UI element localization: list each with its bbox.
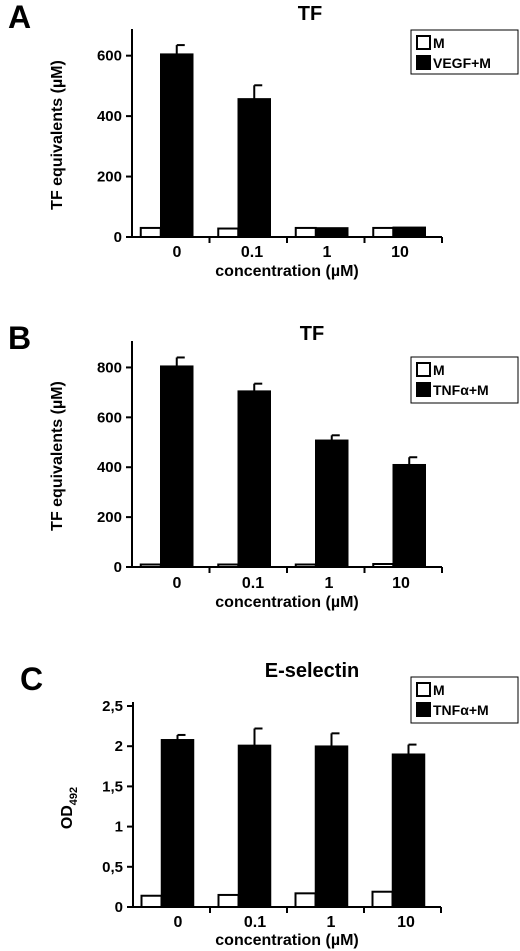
- bar-m: [294, 226, 317, 239]
- chart-panel-a: A TF 0 200 400 600 0 0.1 1 10 concentration (µM) TF…: [8, 0, 519, 280]
- y-axis-title: TF equivalents (µM): [49, 60, 66, 210]
- bar-treated: [160, 739, 195, 908]
- x-tick-label: 0: [173, 244, 182, 261]
- panel-letter: A: [8, 0, 31, 35]
- legend-swatch: [416, 702, 431, 717]
- bar-treated: [391, 753, 426, 908]
- bar-m: [217, 893, 240, 909]
- y-tick-label: 2,5: [102, 698, 123, 715]
- bar-treated: [392, 463, 426, 568]
- y-tick-label: 600: [97, 409, 122, 426]
- y-tick-label: 0: [114, 559, 122, 576]
- y-tick-label: 200: [97, 169, 122, 186]
- bar-m: [294, 563, 317, 568]
- y-tick-label: 800: [97, 359, 122, 376]
- legend-swatch: [416, 55, 431, 70]
- legend-swatch: [416, 382, 431, 397]
- legend-swatch: [416, 682, 431, 697]
- y-tick-label: 400: [97, 108, 122, 125]
- y-tick-label: 0: [115, 899, 123, 916]
- x-tick-label: 10: [392, 575, 410, 592]
- bar-m: [294, 892, 317, 908]
- legend-label: M: [433, 35, 445, 51]
- bar-treated: [315, 227, 349, 238]
- x-tick-label: 0.1: [242, 575, 264, 592]
- bar-treated: [237, 98, 271, 238]
- y-tick-label: 0,5: [102, 859, 123, 876]
- chart-title: E-selectin: [265, 660, 359, 682]
- bar-m: [372, 226, 395, 239]
- x-axis-title: concentration (µM): [215, 594, 358, 611]
- bar-treated: [160, 365, 194, 568]
- bar-treated: [315, 439, 349, 568]
- bar-treated: [160, 53, 194, 238]
- x-tick-label: 0.1: [241, 244, 263, 261]
- bar-m: [140, 894, 163, 909]
- legend-swatch: [416, 35, 431, 50]
- y-axis-title: OD492: [59, 787, 80, 829]
- y-tick-label: 1: [115, 819, 123, 836]
- legend-swatch: [416, 362, 431, 377]
- bar-m: [217, 563, 240, 568]
- x-tick-label: 10: [391, 244, 409, 261]
- x-tick-label: 1: [325, 575, 334, 592]
- legend-label: M: [433, 682, 445, 698]
- bar-treated: [237, 744, 272, 908]
- panel-letter: B: [8, 320, 31, 356]
- y-tick-label: 200: [97, 509, 122, 526]
- chart-panel-b: B TF 0 200 400 600 800 0 0.1 1 10 concentration (µM…: [8, 320, 519, 611]
- bar-m: [371, 890, 394, 908]
- legend-label: TNFα+M: [433, 702, 489, 718]
- bar-treated: [392, 226, 426, 238]
- bar-m: [139, 226, 162, 239]
- x-tick-label: 1: [327, 914, 336, 931]
- y-tick-label: 0: [114, 229, 122, 246]
- chart-title: TF: [298, 3, 322, 25]
- bar-treated: [314, 745, 349, 908]
- bar-m: [372, 563, 395, 568]
- legend-label: VEGF+M: [433, 55, 491, 71]
- x-axis-title: concentration (µM): [215, 932, 358, 949]
- x-tick-label: 1: [323, 244, 332, 261]
- legend-label: TNFα+M: [433, 382, 489, 398]
- bar-m: [139, 563, 162, 568]
- bar-m: [217, 227, 240, 239]
- y-tick-label: 600: [97, 48, 122, 65]
- panel-letter: C: [20, 661, 43, 697]
- chart-panel-c: C E-selectin 0 0,5 1 1,5 2 2,5 0 0.1 1 10 concentrat…: [20, 660, 519, 949]
- y-tick-label: 1,5: [102, 778, 123, 795]
- x-tick-label: 0.1: [244, 914, 266, 931]
- x-tick-label: 0: [173, 575, 182, 592]
- x-tick-label: 0: [174, 914, 183, 931]
- x-axis-title: concentration (µM): [215, 263, 358, 280]
- y-axis-title: TF equivalents (µM): [49, 381, 66, 531]
- chart-title: TF: [300, 323, 324, 345]
- x-tick-label: 10: [397, 914, 415, 931]
- y-tick-label: 2: [115, 738, 123, 755]
- legend-label: M: [433, 362, 445, 378]
- bar-treated: [237, 390, 271, 568]
- y-tick-label: 400: [97, 459, 122, 476]
